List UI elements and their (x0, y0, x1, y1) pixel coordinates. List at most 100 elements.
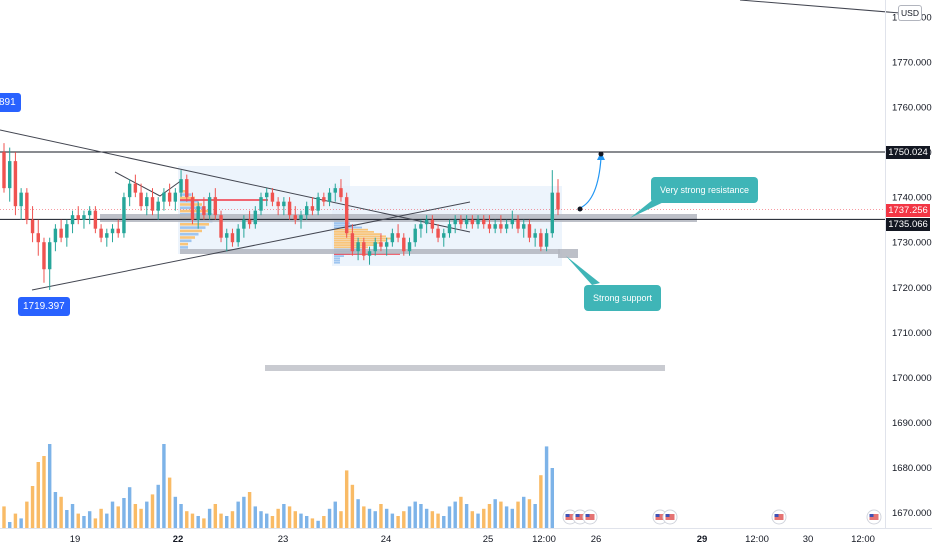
candle-body (196, 206, 200, 220)
volume-bar (213, 504, 218, 528)
candle-body (493, 224, 497, 229)
candle-body (527, 224, 532, 238)
volume-bar (464, 504, 469, 528)
volume-bar (419, 504, 423, 528)
volume-bar (76, 513, 80, 528)
volume-bar (270, 516, 275, 528)
volume-bar (287, 506, 292, 528)
candle-body (276, 201, 280, 207)
time-tick-label: 19 (70, 534, 81, 545)
volume-bar (356, 499, 360, 528)
candle-body (110, 228, 115, 234)
volume-bar (510, 508, 515, 528)
candle-body (179, 179, 183, 193)
price-label-support-line: 1735.066 (886, 218, 930, 231)
volume-bar (276, 508, 280, 528)
volume-bar (225, 516, 229, 528)
event-flag-stripes (869, 514, 879, 520)
high-price-badge: 891 (0, 93, 21, 112)
candle-body (207, 197, 212, 216)
profile-row (180, 232, 199, 236)
volume-bar (390, 513, 395, 528)
candle-body (282, 201, 286, 207)
support-callout: Strong support (584, 285, 662, 311)
candle-body (447, 224, 452, 234)
event-flag-stripes (565, 514, 575, 520)
volume-bar (7, 522, 12, 528)
volume-bar (430, 511, 435, 528)
support-callout-pointer (566, 256, 600, 285)
volume-bar (236, 501, 240, 528)
volume-bar (299, 513, 303, 528)
candle-body (510, 219, 515, 225)
currency-label[interactable]: USD (898, 5, 922, 21)
candle-body (293, 215, 297, 220)
trend-line-top (739, 0, 901, 14)
volume-bar (396, 516, 400, 528)
volume-bar (133, 504, 138, 528)
candle-body (139, 192, 143, 207)
candle-body (556, 192, 560, 210)
volume-bar (82, 516, 86, 528)
candle-body (413, 228, 417, 243)
candle-body (36, 233, 40, 243)
price-tick-label: 1720.000 (892, 283, 932, 294)
event-flag-canton (869, 514, 874, 517)
volume-bar (436, 513, 440, 528)
volume-bar (350, 484, 355, 528)
resistance-callout: Very strong resistance (651, 177, 759, 203)
volume-bar (453, 501, 457, 528)
candle-body (30, 219, 35, 234)
event-flag-stripes (655, 514, 665, 520)
volume-bar (550, 468, 555, 528)
candle-body (453, 219, 457, 225)
candle-body (333, 188, 337, 193)
candle-body (25, 192, 29, 220)
profile-row (180, 196, 195, 200)
candle-body (310, 206, 315, 211)
volume-bar (219, 513, 223, 528)
volume-bar (93, 518, 98, 528)
candle-body (362, 242, 366, 256)
candle-body (424, 219, 429, 225)
volume-bar (127, 487, 132, 528)
low-price-badge: 1719.397 (18, 297, 70, 316)
event-flag-stripes (665, 514, 675, 520)
lower-zone (265, 365, 665, 371)
volume-bar (253, 506, 258, 528)
candle-body (356, 242, 360, 252)
candle-body (53, 228, 58, 243)
volume-bar (25, 501, 29, 528)
candle-body (322, 197, 326, 202)
volume-bar (310, 518, 315, 528)
profile-row (180, 246, 188, 249)
volume-bar (65, 510, 69, 528)
volume-bar (173, 496, 178, 528)
time-tick-label: 22 (173, 534, 184, 545)
profile-row (180, 239, 192, 243)
price-tick-label: 1740.000 (892, 193, 932, 204)
volume-bar (19, 518, 23, 528)
candle-body (487, 224, 492, 229)
volume-bar (150, 494, 155, 528)
event-flag-icon (662, 509, 678, 525)
volume-bar (482, 508, 486, 528)
volume-bar (36, 462, 40, 528)
volume-bar (327, 508, 332, 528)
volume-bar (247, 492, 252, 528)
event-flag-icon (866, 509, 882, 525)
volume-bar (544, 446, 549, 528)
volume-bar (333, 501, 337, 528)
candle-body (384, 242, 389, 247)
candle-body (299, 215, 303, 220)
volume-bar (413, 501, 417, 528)
volume-bar (105, 513, 109, 528)
time-tick-label: 12:00 (745, 534, 769, 545)
volume-bar (47, 444, 52, 528)
volume-bar (362, 506, 366, 528)
volume-bar (13, 513, 18, 528)
profile-row (180, 229, 202, 233)
projection-curve (579, 157, 602, 209)
